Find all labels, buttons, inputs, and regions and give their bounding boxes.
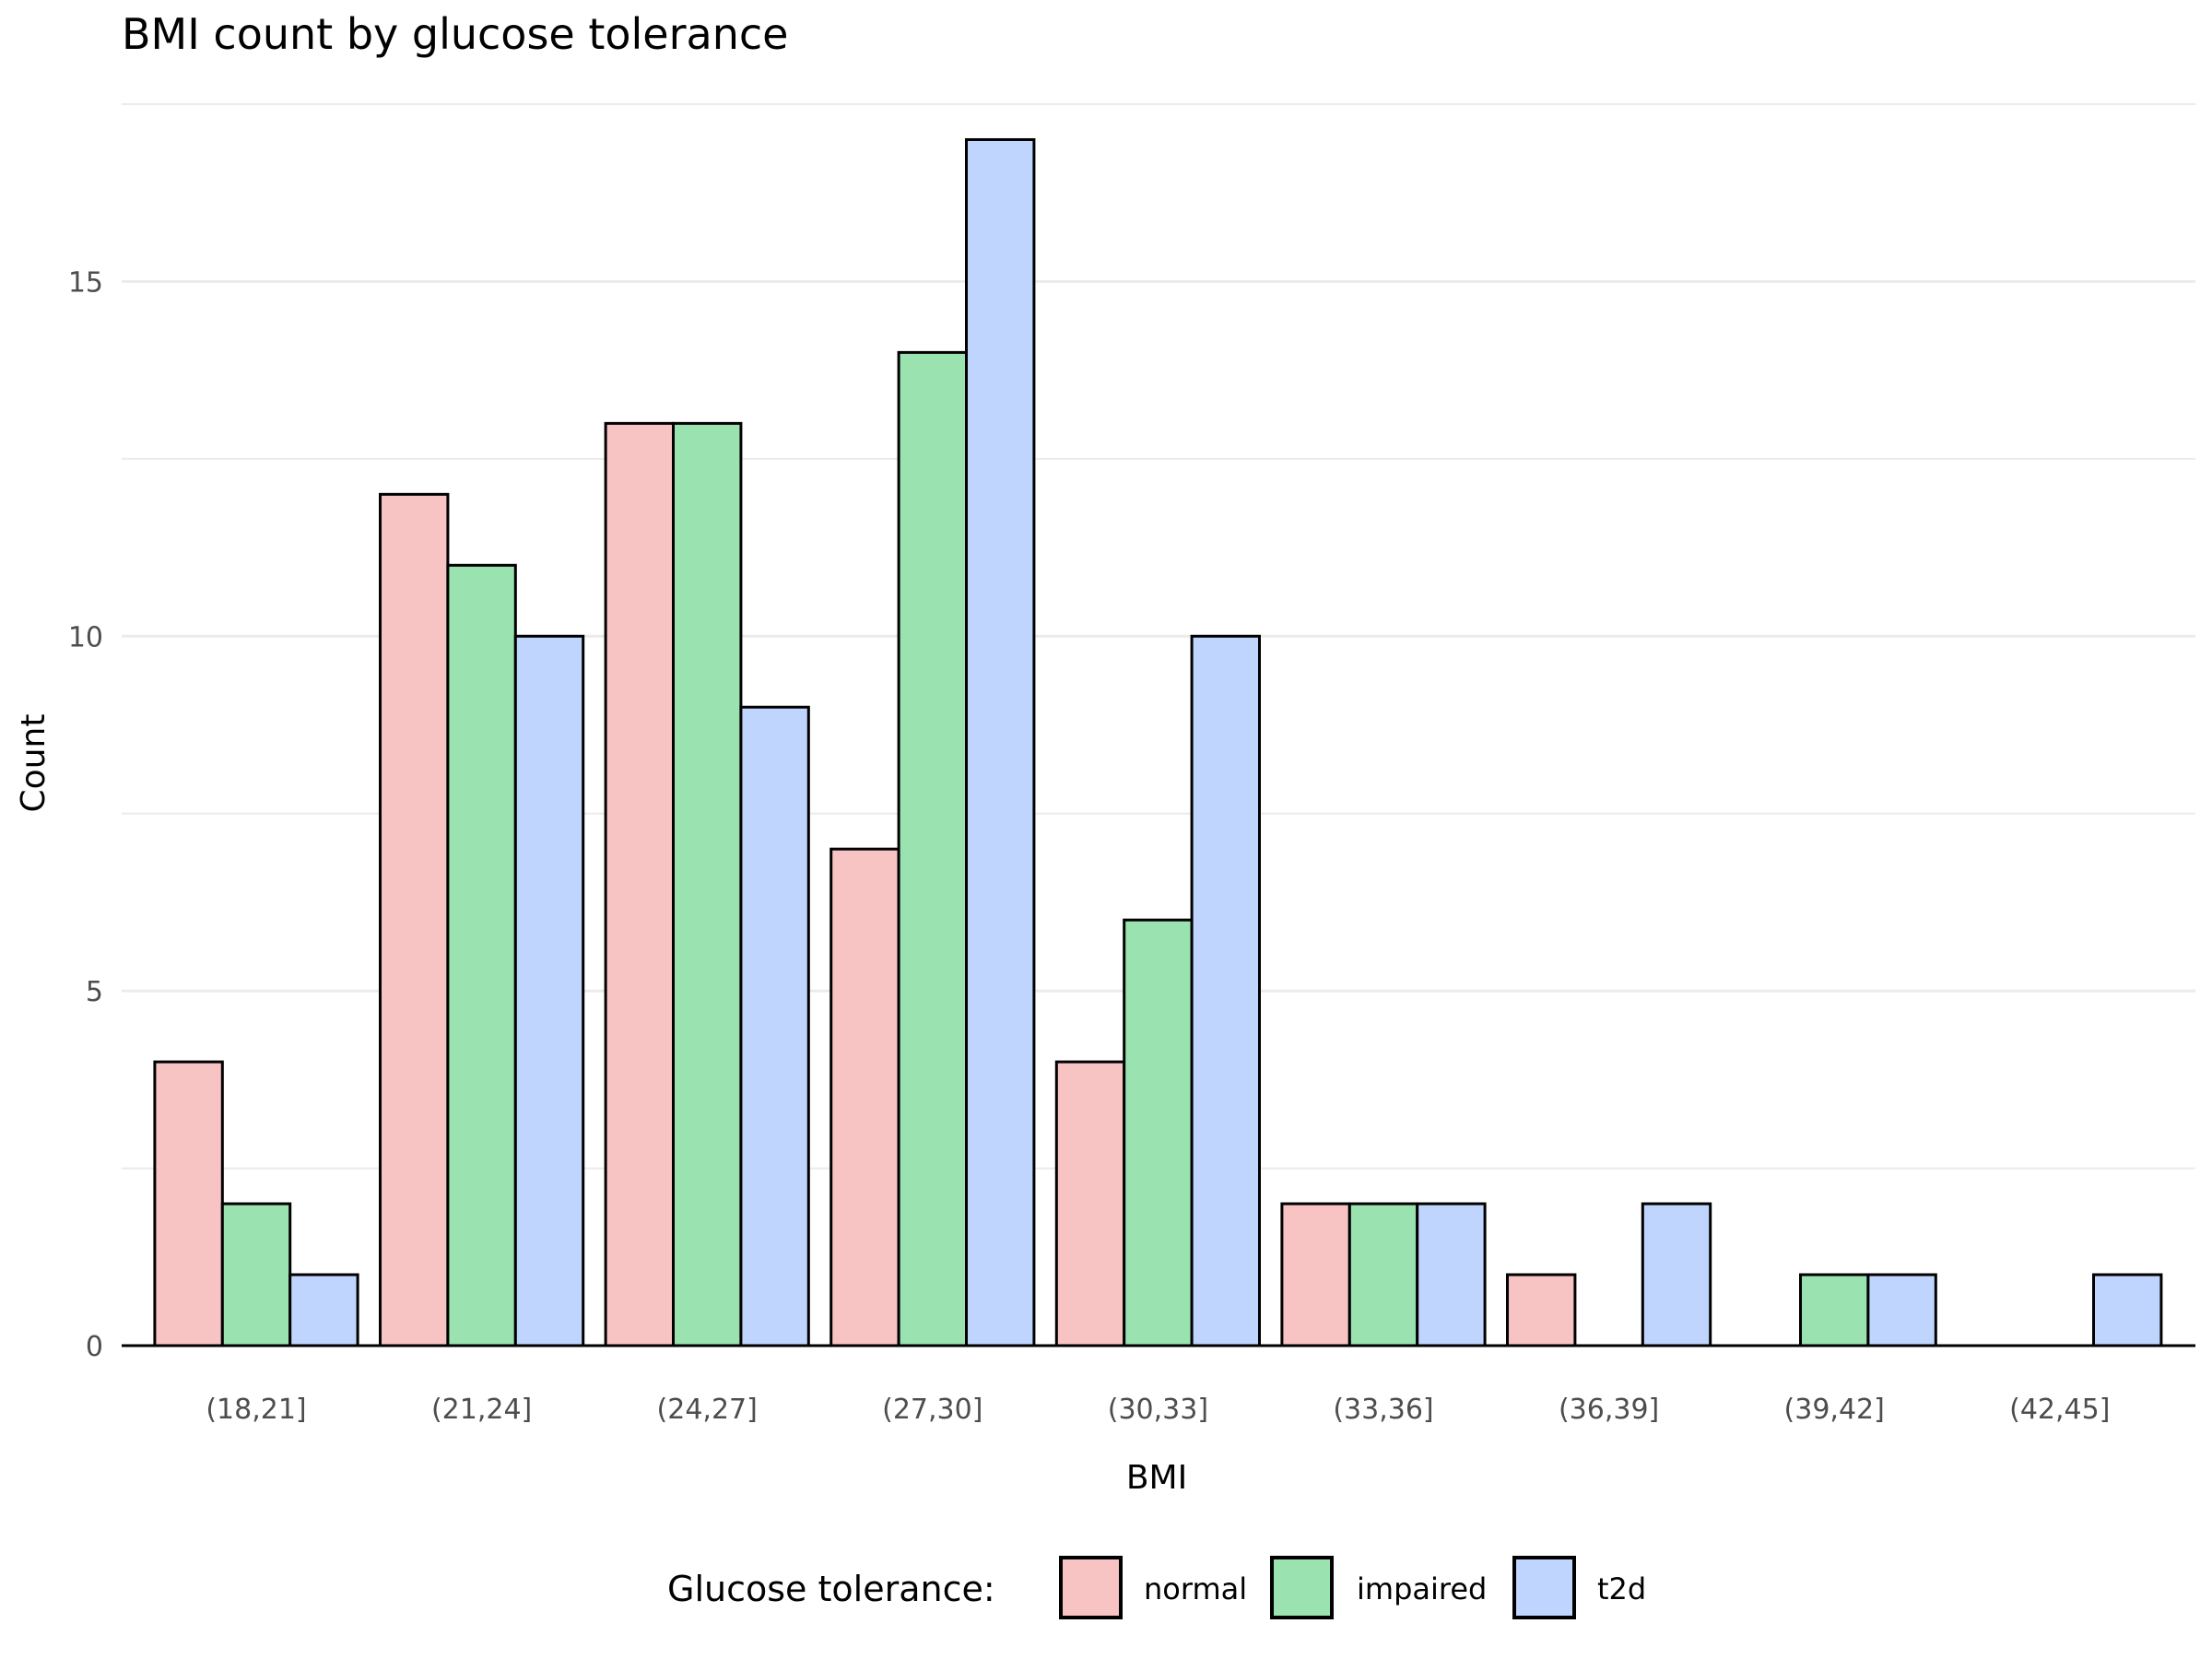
- bar-impaired-2: [672, 421, 743, 1347]
- bar-normal-5: [1280, 1202, 1351, 1347]
- bar-normal-2: [604, 421, 675, 1347]
- x-axis-title: BMI: [1126, 1459, 1187, 1497]
- legend-key-t2d: [1512, 1556, 1576, 1619]
- legend-label-normal: normal: [1144, 1571, 1247, 1606]
- legend-title: Glucose tolerance:: [667, 1569, 995, 1609]
- x-tick-label: (33,36]: [1333, 1394, 1433, 1426]
- bar-t2d-1: [513, 634, 585, 1347]
- x-tick-label: (39,42]: [1784, 1394, 1885, 1426]
- legend-label-t2d: t2d: [1597, 1571, 1646, 1606]
- bar-normal-0: [153, 1060, 224, 1347]
- x-tick-label: (18,21]: [206, 1394, 306, 1426]
- bar-impaired-1: [446, 563, 517, 1347]
- x-tick-label: (27,30]: [882, 1394, 982, 1426]
- y-axis-ticks: 0 5 10 15: [68, 266, 103, 1363]
- bar-impaired-4: [1123, 918, 1194, 1347]
- bar-normal-6: [1506, 1273, 1577, 1347]
- bar-impaired-5: [1347, 1202, 1419, 1347]
- bar-t2d-2: [739, 705, 810, 1347]
- x-tick-label: (36,39]: [1559, 1394, 1659, 1426]
- y-axis-title: Count: [15, 714, 53, 813]
- bar-normal-3: [830, 847, 900, 1347]
- x-tick-label: (42,45]: [2009, 1394, 2110, 1426]
- bar-normal-1: [379, 492, 450, 1347]
- bar-t2d-5: [1416, 1202, 1487, 1347]
- chart-title: BMI count by glucose tolerance: [122, 9, 788, 59]
- bar-t2d-7: [1866, 1273, 1937, 1347]
- x-axis-ticks: (18,21] (21,24] (24,27] (27,30] (30,33] (33,3…: [206, 1394, 2110, 1426]
- y-tick-label: 10: [68, 621, 103, 653]
- legend-key-impaired: [1270, 1556, 1334, 1619]
- bar-normal-4: [1054, 1060, 1126, 1347]
- bar-t2d-8: [2092, 1273, 2163, 1347]
- bars: [153, 137, 2163, 1347]
- legend: Glucose tolerance: normal impaired t2d: [667, 1556, 1646, 1619]
- bar-t2d-0: [288, 1273, 359, 1347]
- bar-impaired-0: [220, 1202, 292, 1347]
- bar-t2d-6: [1641, 1202, 1712, 1347]
- legend-label-impaired: impaired: [1357, 1571, 1487, 1606]
- x-tick-label: (30,33]: [1108, 1394, 1208, 1426]
- bar-t2d-3: [965, 137, 1036, 1347]
- y-tick-label: 15: [68, 266, 103, 299]
- x-tick-label: (24,27]: [657, 1394, 758, 1426]
- bar-impaired-3: [897, 350, 968, 1347]
- bar-impaired-7: [1799, 1273, 1870, 1347]
- bar-t2d-4: [1190, 634, 1261, 1347]
- legend-key-normal: [1059, 1556, 1123, 1619]
- y-tick-label: 0: [86, 1331, 103, 1363]
- y-tick-label: 5: [86, 976, 103, 1008]
- x-tick-label: (21,24]: [431, 1394, 532, 1426]
